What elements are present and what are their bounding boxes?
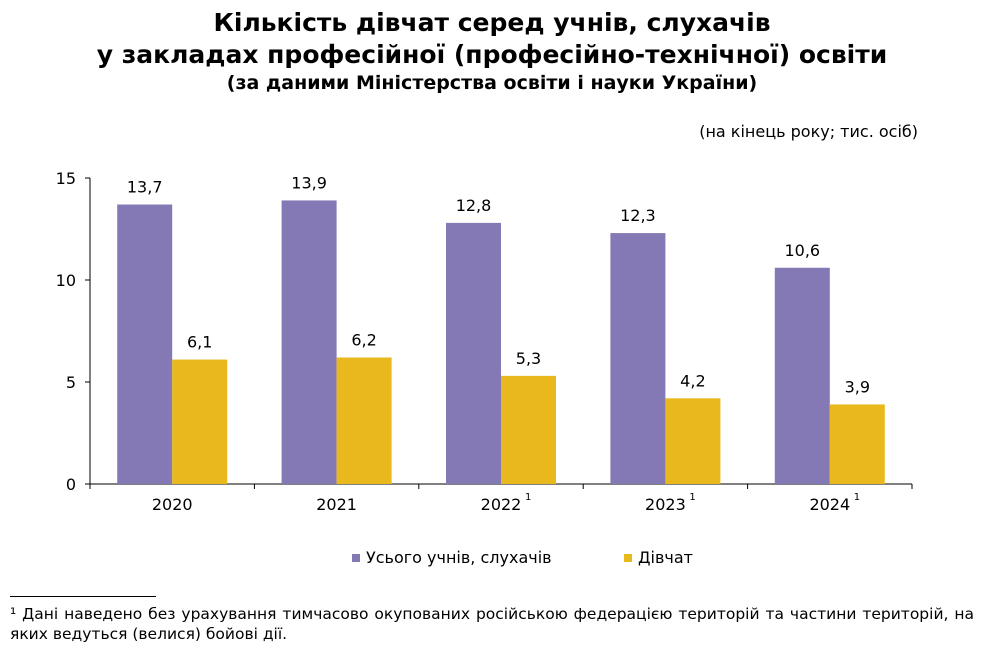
legend-swatch-girls (624, 553, 632, 562)
data-label-total: 10,6 (784, 241, 820, 260)
x-category-label: 2024 (809, 495, 850, 514)
data-label-girls: 3,9 (845, 377, 870, 396)
x-category-footnote-mark: 1 (689, 492, 695, 503)
x-category-label: 2023 (645, 495, 686, 514)
legend-swatch-total (352, 553, 360, 562)
data-label-girls: 5,3 (516, 349, 541, 368)
legend-label-girls: Дівчат (638, 548, 693, 567)
data-label-total: 12,8 (456, 196, 492, 215)
data-label-total: 12,3 (620, 206, 656, 225)
bar-girls (336, 357, 392, 484)
legend-label-total: Усього учнів, слухачів (366, 548, 552, 567)
x-category-label: 2022 (481, 495, 522, 514)
y-tick-label: 15 (56, 169, 76, 188)
legend-item-girls: Дівчат (624, 548, 693, 567)
data-label-girls: 4,2 (680, 371, 705, 390)
units-label: (на кінець року; тис. осіб) (699, 122, 918, 141)
y-tick-label: 0 (66, 475, 76, 494)
bar-girls (829, 404, 885, 484)
footnote: ¹ Дані наведено без урахування тимчасово… (10, 605, 974, 643)
x-category-footnote-mark: 1 (525, 492, 531, 503)
footnote-divider (10, 596, 156, 597)
bar-total (774, 267, 830, 484)
bar-total (117, 204, 173, 484)
chart-subtitle: (за даними Міністерства освіти і науки У… (226, 72, 758, 94)
data-label-girls: 6,2 (351, 331, 376, 350)
x-category-footnote-mark: 1 (854, 492, 860, 503)
bar-total (610, 233, 666, 484)
y-tick-label: 5 (66, 373, 76, 392)
bar-girls (665, 398, 721, 484)
bar-girls (172, 359, 228, 484)
legend-item-total: Усього учнів, слухачів (352, 548, 552, 567)
data-label-girls: 6,1 (187, 333, 212, 352)
bar-girls (501, 375, 556, 484)
x-category-label: 2021 (316, 495, 357, 514)
data-label-total: 13,7 (127, 178, 163, 197)
chart-title-line2: у закладах професійної (професійно-техні… (96, 40, 888, 69)
x-category-label: 2020 (152, 495, 193, 514)
y-tick-label: 10 (56, 271, 76, 290)
bar-total (281, 200, 337, 484)
bar-total (446, 222, 501, 484)
chart-title-line1: Кількість дівчат серед учнів, слухачів (213, 8, 771, 37)
data-label-total: 13,9 (291, 173, 327, 192)
